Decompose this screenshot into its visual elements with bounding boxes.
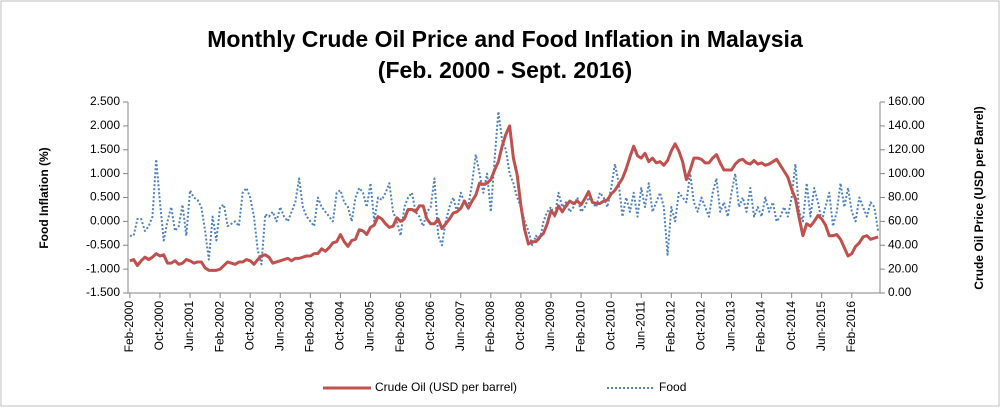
x-tick-label: Oct-2006 (423, 301, 437, 351)
x-tick-label: Feb-2016 (844, 301, 858, 353)
y-axis-title: Food Inflation (%) (37, 147, 51, 248)
x-tick-label: Oct-2012 (694, 301, 708, 351)
legend-label: Food (659, 380, 686, 394)
x-tick-label: Feb-2006 (393, 301, 407, 353)
y2-tick-label: 0.00 (888, 285, 912, 299)
y2-axis-title: Crude Oil Price (USD per Barrel) (972, 106, 986, 289)
y2-tick-label: 100.00 (888, 166, 925, 180)
y-tick-label: 2.500 (90, 94, 120, 108)
x-tick-label: Jun-2003 (272, 301, 286, 351)
x-tick-label: Jun-2015 (814, 301, 828, 351)
x-tick-label: Feb-2002 (212, 301, 226, 353)
x-tick-label: Jun-2007 (453, 301, 467, 351)
y-tick-label: -0.500 (86, 237, 120, 251)
series-line (129, 124, 879, 272)
x-tick-label: Jun-2005 (363, 301, 377, 351)
chart-title: Monthly Crude Oil Price and Food Inflati… (207, 26, 803, 52)
y-tick-label: 0.500 (90, 190, 120, 204)
y-tick-label: 2.000 (90, 118, 120, 132)
x-tick-label: Feb-2000 (122, 301, 136, 353)
x-tick-label: Oct-2000 (152, 301, 166, 351)
y-tick-label: 1.500 (90, 142, 120, 156)
y-tick-label: -1.500 (86, 285, 120, 299)
y2-tick-label: 40.00 (888, 237, 918, 251)
y-tick-label: 1.000 (90, 166, 120, 180)
x-tick-label: Feb-2010 (573, 301, 587, 353)
x-tick-label: Oct-2008 (513, 301, 527, 351)
x-tick-label: Oct-2004 (333, 301, 347, 351)
legend-label: Crude Oil (USD per barrel) (375, 380, 517, 394)
chart-subtitle: (Feb. 2000 - Sept. 2016) (378, 57, 632, 83)
x-tick-label: Oct-2014 (784, 301, 798, 351)
x-tick-label: Feb-2004 (303, 301, 317, 353)
x-tick-label: Feb-2008 (483, 301, 497, 353)
y2-tick-label: 160.00 (888, 94, 925, 108)
x-tick-label: Feb-2012 (663, 301, 677, 353)
x-tick-label: Jun-2013 (724, 301, 738, 351)
y2-tick-label: 20.00 (888, 261, 918, 275)
y2-tick-label: 140.00 (888, 118, 925, 132)
y-tick-label: 0.000 (90, 214, 120, 228)
x-tick-label: Jun-2011 (633, 301, 647, 350)
y-tick-label: -1.000 (86, 261, 120, 275)
y2-tick-label: 80.00 (888, 190, 918, 204)
x-tick-label: Jun-2001 (182, 301, 196, 351)
x-tick-label: Oct-2010 (603, 301, 617, 351)
x-tick-label: Jun-2009 (543, 301, 557, 351)
y2-tick-label: 60.00 (888, 214, 918, 228)
x-tick-label: Oct-2002 (242, 301, 256, 351)
x-tick-label: Feb-2014 (754, 301, 768, 353)
y2-tick-label: 120.00 (888, 142, 925, 156)
